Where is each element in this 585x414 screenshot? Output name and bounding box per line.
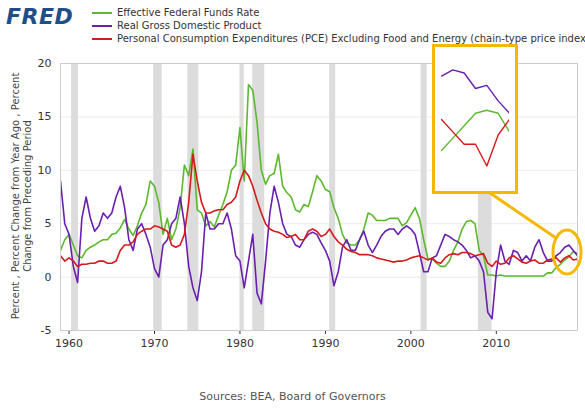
svg-text:2010: 2010 (482, 337, 510, 350)
svg-text:20: 20 (38, 57, 52, 70)
html-text:Sources: BEA, Board of Governo: Sources: BEA, Board of Governors (199, 390, 386, 403)
svg-text:15: 15 (38, 110, 52, 123)
svg-text:1990: 1990 (311, 337, 339, 350)
svg-text:2000: 2000 (397, 337, 425, 350)
html-text:Real Gross Domestic Product: Real Gross Domestic Product (117, 20, 262, 31)
svg-text:1960: 1960 (55, 337, 83, 350)
svg-text:5: 5 (45, 217, 52, 230)
html-text:FRED: FRED (6, 4, 74, 29)
svg-text:-5: -5 (41, 324, 52, 337)
svg-text:10: 10 (38, 164, 52, 177)
svg-text:1980: 1980 (226, 337, 254, 350)
svg-text:1970: 1970 (141, 337, 169, 350)
svg-text:0: 0 (45, 271, 52, 284)
html-text:Effective Federal Funds Rate: Effective Federal Funds Rate (117, 7, 260, 18)
html-text:Percent , Percent Change from: Percent , Percent Change from Year Ago ,… (10, 72, 33, 320)
